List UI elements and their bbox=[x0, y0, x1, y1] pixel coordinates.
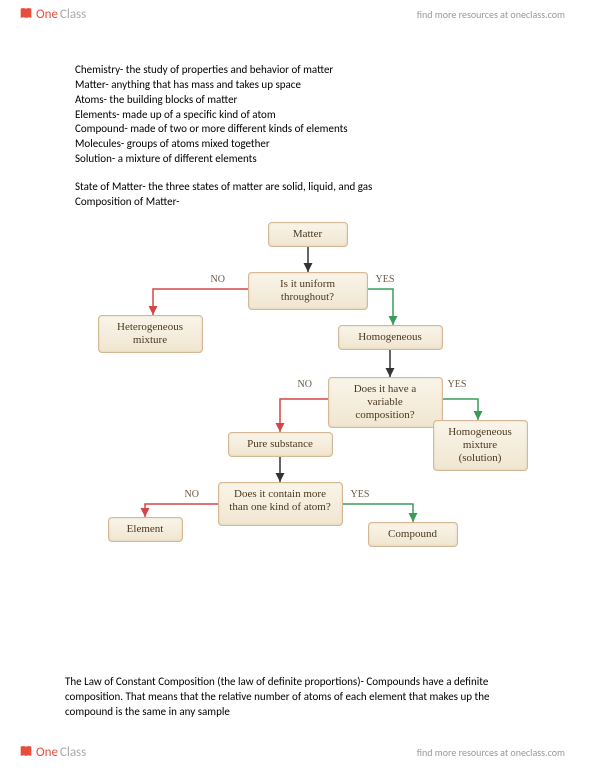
logo-text-one: One bbox=[36, 745, 58, 760]
flowchart-node-homo: Homogeneous bbox=[338, 325, 443, 350]
definition-item: Matter- anything that has mass and takes… bbox=[75, 78, 530, 93]
edge-label-yes: YES bbox=[448, 378, 467, 392]
definition-item: Solution- a mixture of different element… bbox=[75, 152, 530, 167]
logo-text-class: Class bbox=[60, 745, 86, 760]
book-icon bbox=[18, 6, 34, 22]
flowchart-edge bbox=[153, 289, 248, 315]
flowchart-edge bbox=[343, 504, 413, 522]
logo-text-class: Class bbox=[60, 7, 86, 22]
definition-item: Elements- made up of a specific kind of … bbox=[75, 108, 530, 123]
flowchart-node-hetero: Heterogeneous mixture bbox=[98, 315, 203, 353]
footer: OneClass find more resources at oneclass… bbox=[0, 738, 595, 766]
logo-text-one: One bbox=[36, 7, 58, 22]
flowchart-edge bbox=[368, 289, 393, 325]
footer-tagline: find more resources at oneclass.com bbox=[417, 746, 565, 759]
matter-flowchart: Matter Is it uniform throughout? Heterogen… bbox=[93, 222, 513, 562]
flowchart-node-compound: Compound bbox=[368, 522, 458, 547]
logo: OneClass bbox=[18, 6, 86, 22]
flowchart-node-pure: Pure substance bbox=[228, 432, 333, 457]
edge-label-yes: YES bbox=[376, 273, 395, 287]
edge-label-no: NO bbox=[185, 488, 199, 502]
flowchart-edge bbox=[145, 504, 218, 517]
state-block: State of Matter- the three states of mat… bbox=[75, 180, 530, 210]
edge-label-yes: YES bbox=[351, 488, 370, 502]
flowchart-node-element: Element bbox=[108, 517, 183, 542]
flowchart-edge bbox=[280, 399, 328, 432]
bottom-paragraph: The Law of Constant Composition (the law… bbox=[65, 675, 530, 720]
main-content: Chemistry- the study of properties and b… bbox=[0, 28, 595, 562]
flowchart-node-matter: Matter bbox=[268, 222, 348, 247]
definition-item: Compound- made of two or more different … bbox=[75, 122, 530, 137]
definition-item: Chemistry- the study of properties and b… bbox=[75, 63, 530, 78]
flowchart-node-q1: Is it uniform throughout? bbox=[248, 272, 368, 310]
definition-item: Molecules- groups of atoms mixed togethe… bbox=[75, 137, 530, 152]
flowchart-edge bbox=[443, 399, 478, 420]
header: OneClass find more resources at oneclass… bbox=[0, 0, 595, 28]
state-of-matter: State of Matter- the three states of mat… bbox=[75, 180, 530, 195]
composition-label: Composition of Matter- bbox=[75, 195, 530, 210]
definition-item: Atoms- the building blocks of matter bbox=[75, 93, 530, 108]
flowchart-node-homo_mix: Homogeneous mixture (solution) bbox=[433, 420, 528, 472]
edge-label-no: NO bbox=[298, 378, 312, 392]
edge-label-no: NO bbox=[211, 273, 225, 287]
flowchart-node-q2: Does it have a variable composition? bbox=[328, 377, 443, 429]
book-icon bbox=[18, 744, 34, 760]
definitions-list: Chemistry- the study of properties and b… bbox=[75, 63, 530, 167]
header-tagline: find more resources at oneclass.com bbox=[417, 8, 565, 21]
flowchart-node-q3: Does it contain more than one kind of at… bbox=[218, 482, 343, 526]
logo-footer: OneClass bbox=[18, 744, 86, 760]
